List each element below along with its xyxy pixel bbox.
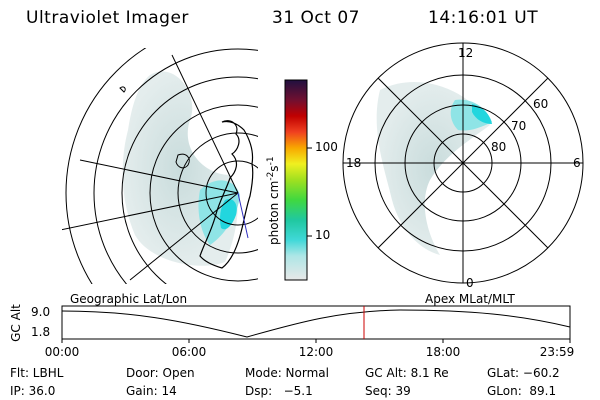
mode-info: Mode: Normal xyxy=(245,366,329,380)
instrument-title: Ultraviolet Imager xyxy=(26,8,189,28)
altitude-strip-frame xyxy=(61,305,571,340)
strip-ytick-9: 9.0 xyxy=(31,305,51,319)
polar-grid xyxy=(342,42,584,284)
mlat-label-60: 60 xyxy=(533,97,549,111)
strip-ytick-1-8: 1.8 xyxy=(31,325,51,339)
terminator-line xyxy=(237,192,249,239)
left-panel-label: Geographic Lat/Lon xyxy=(70,292,188,306)
mlat-label-80: 80 xyxy=(491,140,507,154)
emission-mid xyxy=(450,99,492,131)
mlat-label-70: 70 xyxy=(511,119,527,133)
strip-xtick-0000: 00:00 xyxy=(44,345,80,359)
latitude-circles xyxy=(65,48,258,284)
ip-info: IP: 36.0 xyxy=(10,384,56,398)
gain-info: Gain: 14 xyxy=(126,384,177,398)
mlt-label-18: 18 xyxy=(346,156,362,170)
color-bar xyxy=(284,79,308,281)
polar-plot-emission xyxy=(376,82,492,255)
strip-axis-label: GC Alt xyxy=(9,304,23,342)
coastline-island xyxy=(175,153,190,169)
colorbar-unit-label: photon cm-2s-1 xyxy=(266,156,281,245)
right-panel-label: Apex MLat/MLT xyxy=(425,292,515,306)
coastline-island xyxy=(119,86,126,93)
gc-alt-info: GC Alt: 8.1 Re xyxy=(365,366,449,380)
emission-diffuse xyxy=(122,71,238,266)
altitude-curve xyxy=(61,309,571,338)
strip-xtick-0600: 06:00 xyxy=(171,345,207,359)
strip-xtick-1800: 18:00 xyxy=(425,345,461,359)
colorbar-tick-10: 10 xyxy=(315,228,331,242)
emission-mid xyxy=(198,180,240,245)
colorbar-tick-100: 100 xyxy=(315,140,338,154)
geographic-map xyxy=(62,48,258,284)
date-label: 31 Oct 07 xyxy=(272,8,360,28)
glon-info: GLon: 89.1 xyxy=(487,384,557,398)
mlt-label-12: 12 xyxy=(458,46,474,60)
mlt-label-6: 6 xyxy=(573,156,581,170)
strip-xtick-2359: 23:59 xyxy=(539,345,575,359)
mlt-label-0: 0 xyxy=(466,276,474,290)
time-label: 14:16:01 UT xyxy=(428,8,539,28)
door-info: Door: Open xyxy=(126,366,195,380)
strip-xtick-1200: 12:00 xyxy=(298,345,334,359)
dsp-info: Dsp: −5.1 xyxy=(245,384,313,398)
seq-info: Seq: 39 xyxy=(365,384,411,398)
glat-info: GLat: −60.2 xyxy=(487,366,560,380)
filter-info: Flt: LBHL xyxy=(10,366,64,380)
emission-bright xyxy=(472,104,492,124)
coastline xyxy=(199,120,254,269)
strip-ticks xyxy=(61,339,571,343)
meridians xyxy=(62,54,239,281)
